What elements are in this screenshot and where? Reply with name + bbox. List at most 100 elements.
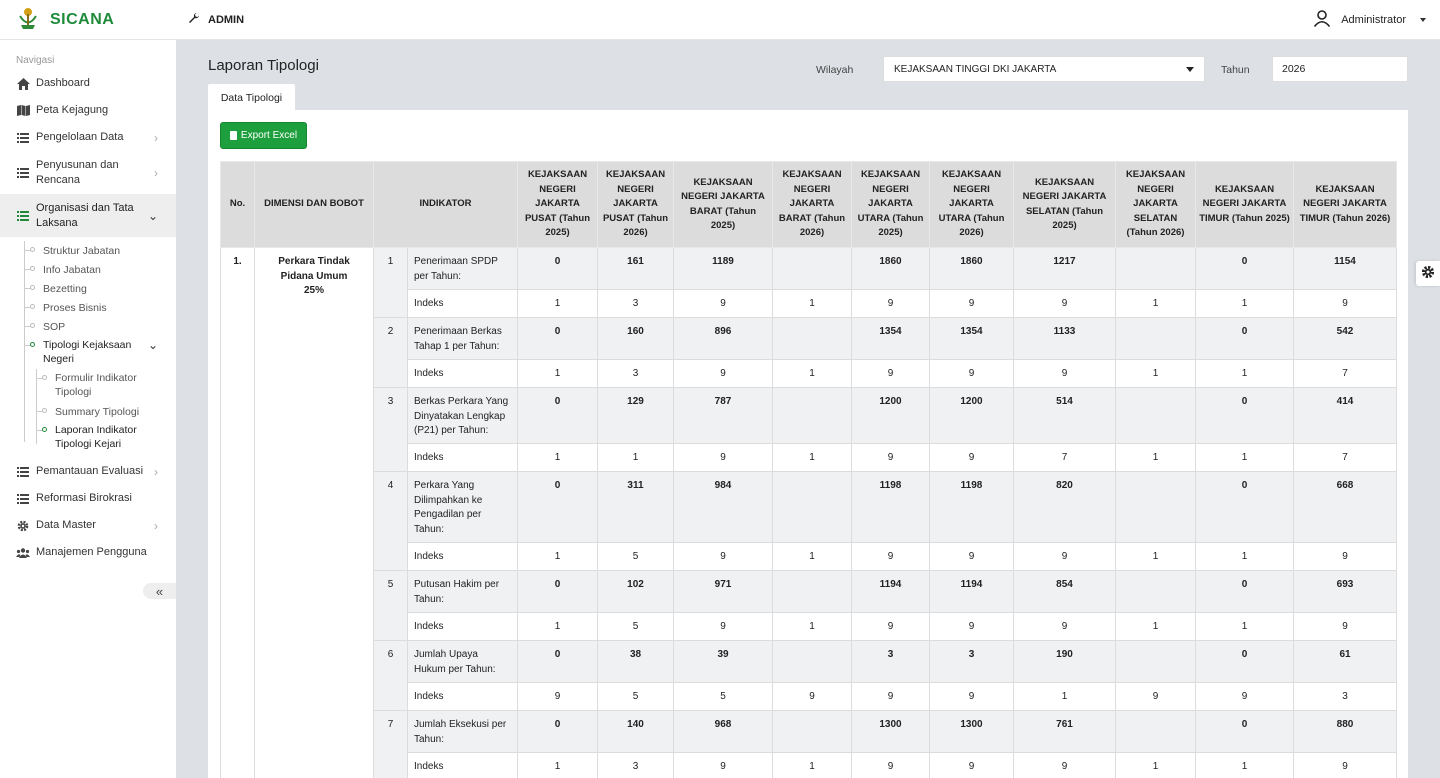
index-label: Indeks (407, 682, 518, 711)
index-cell: 1 (1195, 289, 1294, 318)
table-row: 1. Perkara Tindak Pidana Umum 25% 1 Penerima… (220, 247, 1397, 778)
sidebar-subitem-proses-bisnis[interactable]: Proses Bisnis (24, 298, 176, 317)
value-cell (1115, 387, 1196, 444)
index-cell: 7 (1013, 443, 1116, 472)
indicator-number: 2 (373, 317, 408, 388)
index-cell: 5 (673, 682, 773, 711)
indicator-name: Berkas Perkara Yang Dinyatakan Lengkap (… (407, 387, 518, 444)
index-cell: 1 (772, 752, 852, 778)
value-cell: 1194 (851, 570, 930, 613)
sidebar-collapse-button[interactable]: « (143, 583, 176, 599)
sidebar-item-organisasi-dan-tata-laksana[interactable]: Organisasi dan Tata Laksana ⌄ (0, 194, 176, 237)
index-cell: 9 (851, 612, 930, 641)
value-cell: 0 (1195, 317, 1294, 360)
value-cell (772, 471, 852, 543)
sidebar-item-penyusunan-dan-rencana[interactable]: Penyusunan dan Rencana › (0, 151, 176, 194)
index-cell: 9 (1013, 612, 1116, 641)
brand[interactable]: SICANA (0, 5, 176, 34)
chevron-right-icon: › (154, 130, 158, 145)
sidebar-item-pengelolaan-data[interactable]: Pengelolaan Data › (0, 124, 176, 151)
index-cell: 9 (929, 443, 1014, 472)
sidebar-subitem-tipologi-kejaksaan-negeri[interactable]: Tipologi Kejaksaan Negeri ⌄ (24, 336, 176, 369)
header-col: KEJAKSAAN NEGERI JAKARTA PUSAT (Tahun 20… (517, 161, 598, 248)
value-cell (1115, 570, 1196, 613)
value-cell (1115, 710, 1196, 753)
wrench-icon (188, 12, 200, 27)
table-row: 5 Putusan Hakim per Tahun: 0 102 971 1194 1194… (221, 570, 1397, 641)
sidebar-item-dashboard[interactable]: Dashboard (0, 70, 176, 97)
value-cell: 0 (517, 640, 598, 683)
value-cell (1115, 471, 1196, 543)
map-icon (16, 104, 30, 118)
index-cell: 9 (1195, 682, 1294, 711)
value-cell: 0 (1195, 710, 1294, 753)
index-cell: 9 (929, 682, 1014, 711)
index-cell: 7 (1293, 359, 1397, 388)
index-cell: 1 (1195, 359, 1294, 388)
value-cell: 1200 (929, 387, 1014, 444)
sidebar-item-pemantauan-evaluasi[interactable]: Pemantauan Evaluasi › (0, 458, 176, 485)
indicator-name: Penerimaan SPDP per Tahun: (407, 247, 518, 290)
index-cell: 9 (1013, 542, 1116, 571)
index-cell: 9 (929, 752, 1014, 778)
value-cell (772, 640, 852, 683)
value-cell: 1198 (851, 471, 930, 543)
index-label: Indeks (407, 542, 518, 571)
sidebar-subitem-bezetting[interactable]: Bezetting (24, 279, 176, 298)
index-cell: 9 (851, 289, 930, 318)
settings-button[interactable] (1416, 261, 1440, 286)
list-icon (16, 166, 30, 180)
value-cell: 668 (1293, 471, 1397, 543)
index-cell: 9 (851, 443, 930, 472)
index-cell: 1 (597, 443, 674, 472)
sidebar-subitem-info-jabatan[interactable]: Info Jabatan (24, 260, 176, 279)
header-col: KEJAKSAAN NEGERI JAKARTA SELATAN (Tahun … (1013, 161, 1116, 248)
sidebar-item-reformasi-birokrasi[interactable]: Reformasi Birokrasi (0, 485, 176, 512)
index-cell: 1 (1115, 752, 1196, 778)
index-cell: 1 (1195, 752, 1294, 778)
sidebar-item-manajemen-pengguna[interactable]: Manajemen Pengguna (0, 539, 176, 566)
index-row: Indeks 1 3 9 1 9 9 9 1 1 7 (221, 359, 1397, 388)
value-cell: 0 (517, 247, 598, 290)
index-cell: 9 (929, 359, 1014, 388)
value-cell: 880 (1293, 710, 1397, 753)
value-cell: 854 (1013, 570, 1116, 613)
header-col: KEJAKSAAN NEGERI JAKARTA SELATAN (Tahun … (1115, 161, 1196, 248)
value-cell: 787 (673, 387, 773, 444)
tahun-input[interactable]: 2026 (1272, 56, 1408, 82)
value-cell: 0 (517, 710, 598, 753)
index-cell: 9 (851, 359, 930, 388)
sidebar-subitem-laporan-indikator-tipologi-kejari[interactable]: Laporan Indikator Tipologi Kejari (36, 421, 176, 454)
header-col: KEJAKSAAN NEGERI JAKARTA TIMUR (Tahun 20… (1195, 161, 1294, 248)
user-menu[interactable]: Administrator (1313, 9, 1440, 30)
index-label: Indeks (407, 289, 518, 318)
caret-down-icon (1186, 66, 1194, 72)
value-cell: 1194 (929, 570, 1014, 613)
sidebar-subitem-sop[interactable]: SOP (24, 317, 176, 336)
table-body: 1. Perkara Tindak Pidana Umum 25% 1 Penerima… (220, 247, 1397, 778)
sidebar-subitem-summary-tipologi[interactable]: Summary Tipologi (36, 402, 176, 421)
sidebar-subitem-struktur-jabatan[interactable]: Struktur Jabatan (24, 241, 176, 260)
gear-icon (16, 519, 30, 533)
index-cell: 9 (517, 682, 598, 711)
index-cell: 1 (1115, 612, 1196, 641)
export-excel-button[interactable]: Export Excel (220, 122, 307, 149)
sidebar-item-peta-kejagung[interactable]: Peta Kejagung (0, 97, 176, 124)
sidebar-subitem-formulir-indikator-tipologi[interactable]: Formulir Indikator Tipologi (36, 369, 176, 402)
value-cell: 1217 (1013, 247, 1116, 290)
index-cell: 3 (597, 289, 674, 318)
dimensi-name: Perkara Tindak Pidana Umum (278, 256, 350, 282)
wilayah-select[interactable]: KEJAKSAAN TINGGI DKI JAKARTA (883, 56, 1205, 82)
page-title: Laporan Tipologi (208, 57, 319, 74)
tab-data-tipologi[interactable]: Data Tipologi (208, 84, 295, 111)
value-cell: 693 (1293, 570, 1397, 613)
chevron-down-icon: ⌄ (148, 208, 159, 223)
index-cell: 9 (673, 752, 773, 778)
index-cell: 9 (1293, 542, 1397, 571)
index-cell: 1 (772, 289, 852, 318)
index-cell: 5 (597, 612, 674, 641)
index-label: Indeks (407, 752, 518, 778)
tahun-label: Tahun (1221, 64, 1250, 76)
sidebar-item-data-master[interactable]: Data Master › (0, 512, 176, 539)
group-dimensi: Perkara Tindak Pidana Umum 25% (254, 247, 374, 778)
